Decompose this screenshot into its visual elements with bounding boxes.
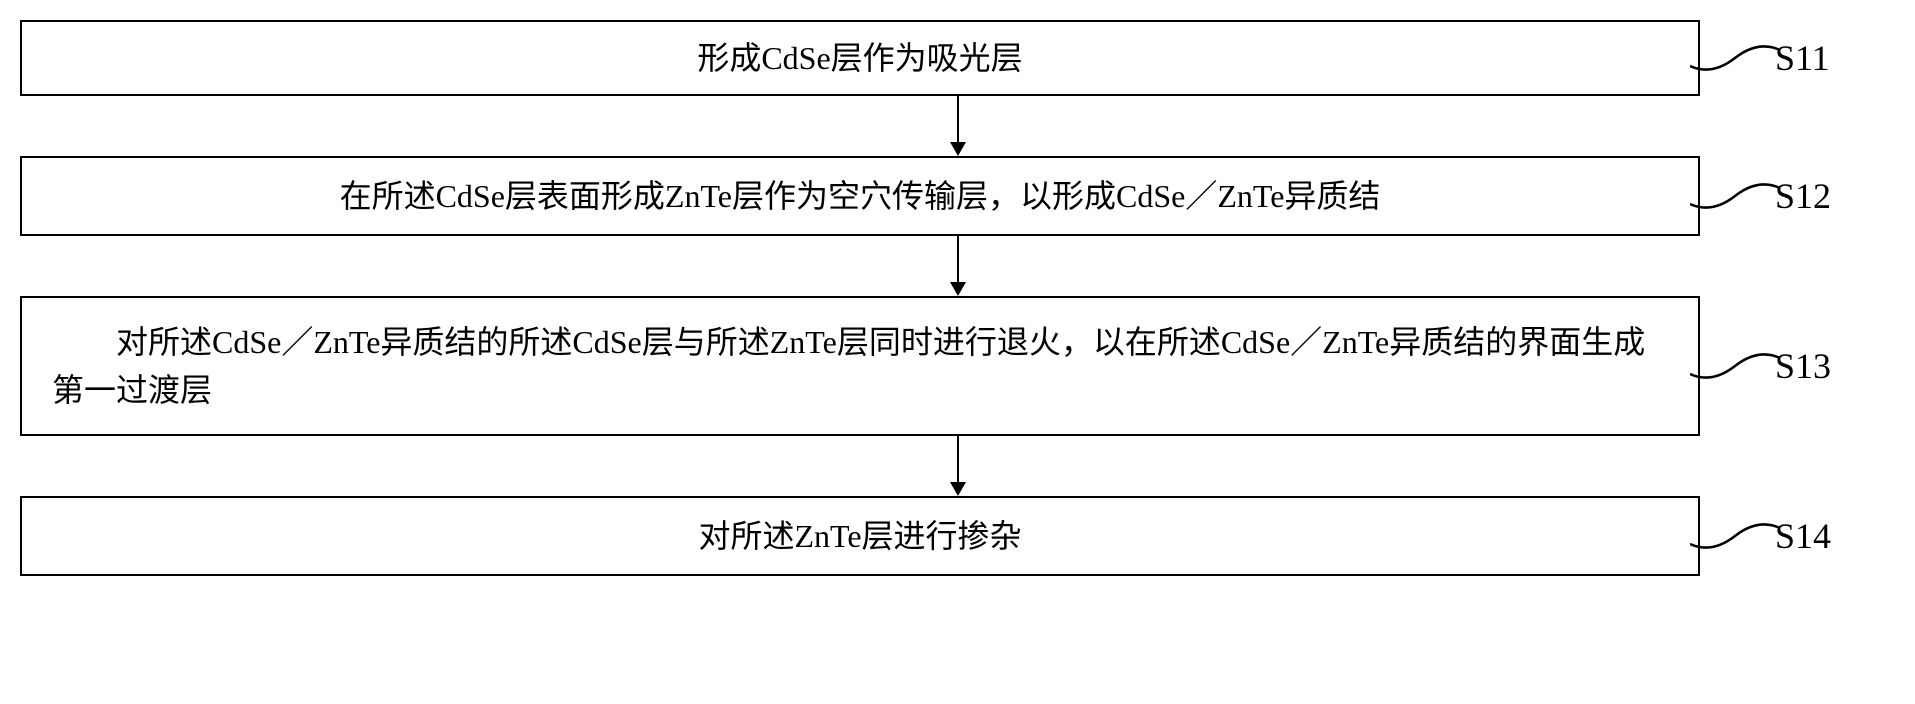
step-box-s12: 在所述CdSe层表面形成ZnTe层作为空穴传输层，以形成CdSe／ZnTe异质结 [20, 156, 1700, 236]
connector-squiggle [1690, 38, 1780, 78]
step-row-s14: 对所述ZnTe层进行掺杂 S14 [20, 496, 1895, 576]
step-label-s11: S11 [1775, 37, 1830, 79]
step-label-area: S13 [1690, 345, 1870, 387]
step-row-s11: 形成CdSe层作为吸光层 S11 [20, 20, 1895, 96]
step-row-s12: 在所述CdSe层表面形成ZnTe层作为空穴传输层，以形成CdSe／ZnTe异质结… [20, 156, 1895, 236]
connector-squiggle [1690, 516, 1780, 556]
step-row-s13: 对所述CdSe／ZnTe异质结的所述CdSe层与所述ZnTe层同时进行退火，以在… [20, 296, 1895, 436]
step-label-s14: S14 [1775, 515, 1831, 557]
flow-arrow [943, 96, 973, 156]
step-box-s14: 对所述ZnTe层进行掺杂 [20, 496, 1700, 576]
process-flowchart: 形成CdSe层作为吸光层 S11 在所述CdSe层表面形成ZnTe层作为空穴传输层，… [20, 20, 1895, 576]
step-box-s13: 对所述CdSe／ZnTe异质结的所述CdSe层与所述ZnTe层同时进行退火，以在… [20, 296, 1700, 436]
flow-arrow [943, 236, 973, 296]
step-label-area: S11 [1690, 37, 1870, 79]
step-label-area: S12 [1690, 175, 1870, 217]
step-label-s13: S13 [1775, 345, 1831, 387]
step-label-area: S14 [1690, 515, 1870, 557]
step-label-s12: S12 [1775, 175, 1831, 217]
connector-squiggle [1690, 346, 1780, 386]
flow-arrow [943, 436, 973, 496]
step-box-s11: 形成CdSe层作为吸光层 [20, 20, 1700, 96]
connector-squiggle [1690, 176, 1780, 216]
